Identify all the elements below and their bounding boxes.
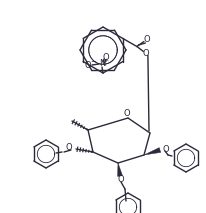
- Text: −: −: [90, 59, 96, 66]
- Text: O: O: [118, 176, 124, 184]
- Text: O: O: [163, 144, 170, 154]
- Text: O: O: [103, 52, 109, 62]
- Text: O: O: [85, 60, 91, 69]
- Text: +: +: [103, 58, 108, 63]
- Polygon shape: [144, 148, 161, 155]
- Text: O: O: [143, 49, 149, 58]
- Text: O: O: [144, 35, 150, 44]
- Polygon shape: [118, 163, 123, 176]
- Text: O: O: [65, 144, 72, 153]
- Text: O: O: [124, 108, 130, 118]
- Text: N: N: [99, 59, 105, 69]
